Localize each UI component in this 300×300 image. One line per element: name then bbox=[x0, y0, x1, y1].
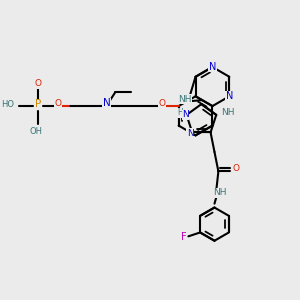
Text: N: N bbox=[182, 110, 189, 119]
Text: O: O bbox=[34, 79, 41, 88]
Text: N: N bbox=[226, 91, 233, 101]
Text: F: F bbox=[181, 232, 186, 242]
Text: NH: NH bbox=[214, 188, 227, 197]
Text: N: N bbox=[187, 129, 194, 138]
Text: NH: NH bbox=[221, 109, 235, 118]
Text: OH: OH bbox=[30, 127, 43, 136]
Text: N: N bbox=[209, 62, 216, 72]
Text: NH: NH bbox=[178, 95, 191, 104]
Text: O: O bbox=[232, 164, 239, 173]
Text: P: P bbox=[35, 99, 41, 109]
Text: HO: HO bbox=[1, 100, 13, 109]
Text: O: O bbox=[54, 99, 61, 108]
Text: N: N bbox=[103, 98, 110, 108]
Text: O: O bbox=[158, 99, 166, 108]
Text: H: H bbox=[177, 109, 183, 118]
